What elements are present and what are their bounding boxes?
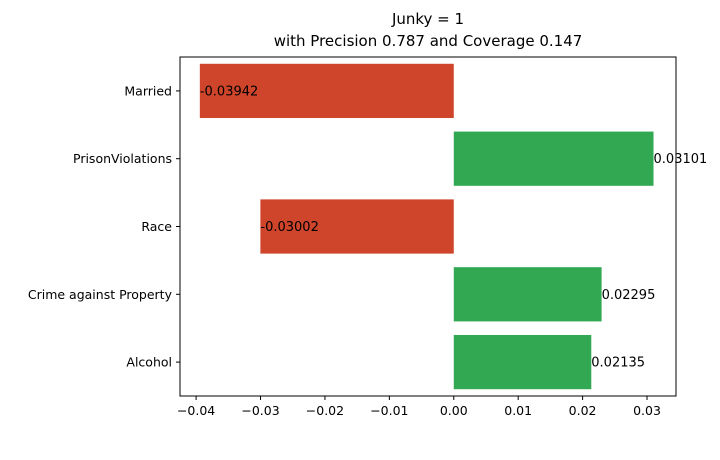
chart-subtitle: with Precision 0.787 and Coverage 0.147 xyxy=(274,32,583,50)
bar-alcohol xyxy=(453,334,592,390)
chart-title: Junky = 1 xyxy=(391,10,464,28)
x-tick-label: 0.02 xyxy=(569,403,597,418)
value-label: -0.03002 xyxy=(260,220,318,235)
bar-prisonviolations xyxy=(453,131,654,186)
plot-frame xyxy=(179,56,677,397)
x-tick-label: −0.03 xyxy=(241,403,279,418)
bar-married xyxy=(199,63,454,119)
y-tick-label: Crime against Property xyxy=(28,287,173,302)
x-tick-label: 0.01 xyxy=(504,403,532,418)
y-tick-label: Race xyxy=(141,219,172,234)
bars-layer xyxy=(199,63,654,390)
value-labels-layer: -0.03942 0.03101 -0.03002 0.02295 0.02135 xyxy=(200,84,707,370)
x-tick-label: −0.01 xyxy=(370,403,408,418)
x-tick-label: −0.02 xyxy=(306,403,344,418)
y-tick-label: Alcohol xyxy=(126,355,172,370)
y-tick-label: Married xyxy=(124,83,172,98)
value-label: 0.02295 xyxy=(602,288,656,303)
value-label: -0.03942 xyxy=(200,84,258,99)
value-label: 0.03101 xyxy=(654,152,708,167)
x-tick-label: −0.04 xyxy=(177,403,215,418)
y-tick-label: PrisonViolations xyxy=(73,151,172,166)
bar-crime-against-property xyxy=(453,267,602,322)
x-tick-label: 0.03 xyxy=(633,403,661,418)
x-axis-ticks: −0.04 −0.03 −0.02 −0.01 0.00 0.01 0.02 0.03 xyxy=(177,396,661,418)
x-tick-label: 0.00 xyxy=(440,403,468,418)
y-axis-ticks: Married PrisonViolations Race Crime against… xyxy=(28,83,180,370)
value-label: 0.02135 xyxy=(591,356,645,371)
bar-race xyxy=(260,199,454,254)
